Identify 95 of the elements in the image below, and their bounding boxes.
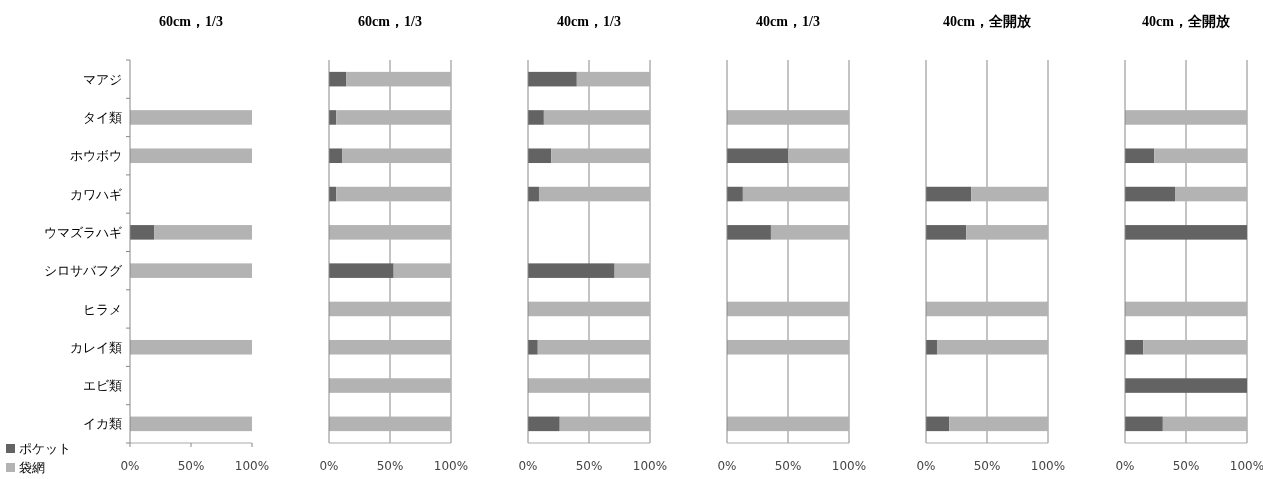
bar: [936, 339, 1048, 355]
bar: [528, 339, 538, 355]
bar: [1125, 378, 1247, 393]
y-tick-label: カレイ類: [70, 339, 122, 355]
bar: [1125, 339, 1144, 355]
y-tick-label: エビ類: [83, 378, 122, 394]
bar: [727, 186, 743, 202]
y-tick-label: イカ類: [83, 416, 122, 432]
bar: [1125, 416, 1163, 432]
bar: [336, 186, 451, 202]
bar: [528, 263, 615, 278]
x-tick-label: 50%: [575, 459, 603, 473]
bar: [528, 71, 577, 87]
bar: [329, 416, 451, 432]
bar: [329, 263, 394, 278]
bar: [966, 225, 1048, 240]
bar: [543, 110, 650, 125]
y-tick-label: ヒラメ: [83, 301, 122, 317]
x-tick-label: 50%: [1172, 459, 1200, 473]
bar: [336, 110, 451, 125]
bar: [329, 225, 451, 240]
bar: [1125, 301, 1247, 317]
bar: [926, 186, 972, 202]
bar: [926, 339, 937, 355]
bar: [614, 263, 650, 278]
bar: [528, 301, 650, 317]
bar: [1154, 148, 1247, 164]
bar: [727, 339, 849, 355]
x-tick-label: 50%: [973, 459, 1001, 473]
x-tick-label: 50%: [177, 459, 205, 473]
bar: [926, 416, 950, 432]
bar: [1175, 186, 1247, 202]
bar: [770, 225, 849, 240]
bar: [926, 225, 967, 240]
bar: [329, 378, 451, 393]
bar: [788, 148, 849, 164]
bar: [727, 416, 849, 432]
bar: [727, 110, 849, 125]
bar: [1125, 186, 1176, 202]
bar: [528, 110, 544, 125]
bar: [528, 416, 560, 432]
x-tick-label: 0%: [717, 459, 737, 473]
bar: [727, 301, 849, 317]
bar: [1125, 225, 1247, 240]
x-tick-label: 0%: [518, 459, 538, 473]
bar: [528, 378, 650, 393]
x-tick-label: 100%: [632, 459, 668, 473]
bar: [342, 148, 451, 164]
chart-title: 40cm，全開放: [1142, 14, 1231, 29]
bar: [727, 148, 788, 164]
bar: [329, 339, 451, 355]
legend-label: ポケット: [19, 441, 71, 457]
x-tick-label: 100%: [234, 459, 270, 473]
y-tick-label: マアジ: [83, 71, 122, 87]
bar: [1143, 339, 1247, 355]
bar: [576, 71, 650, 87]
chart-title: 40cm，全開放: [943, 14, 1032, 29]
bar: [393, 263, 451, 278]
y-tick-label: カワハギ: [70, 186, 122, 202]
y-tick-label: ホウボウ: [70, 148, 122, 164]
x-tick-label: 100%: [1229, 459, 1263, 473]
bar: [742, 186, 849, 202]
y-tick-label: ウマズラハギ: [44, 224, 122, 240]
bar: [551, 148, 650, 164]
x-tick-label: 100%: [433, 459, 469, 473]
bar: [537, 339, 650, 355]
x-tick-label: 0%: [916, 459, 936, 473]
bar: [1162, 416, 1247, 432]
bar: [329, 301, 451, 317]
bar: [971, 186, 1048, 202]
bar: [926, 301, 1048, 317]
bar: [329, 148, 343, 164]
y-tick-label: タイ類: [83, 110, 122, 125]
bar: [538, 186, 650, 202]
bar: [346, 71, 451, 87]
x-tick-label: 0%: [120, 459, 140, 473]
bar: [528, 148, 552, 164]
chart-title: 40cm，1/3: [557, 14, 621, 29]
x-tick-label: 50%: [376, 459, 404, 473]
chart-title: 60cm，1/3: [358, 14, 422, 29]
bar: [1125, 148, 1155, 164]
x-tick-label: 0%: [1115, 459, 1135, 473]
legend-label: 袋網: [19, 460, 45, 476]
bar: [1125, 110, 1247, 125]
chart-title: 40cm，1/3: [756, 14, 820, 29]
bar: [949, 416, 1048, 432]
x-tick-label: 100%: [831, 459, 867, 473]
bar: [559, 416, 650, 432]
x-tick-label: 50%: [774, 459, 802, 473]
chart-title: 60cm，1/3: [159, 14, 223, 29]
bar: [727, 225, 771, 240]
y-tick-label: シロサバフグ: [44, 263, 123, 279]
bar: [329, 71, 347, 87]
x-tick-label: 0%: [319, 459, 339, 473]
x-tick-label: 100%: [1030, 459, 1066, 473]
